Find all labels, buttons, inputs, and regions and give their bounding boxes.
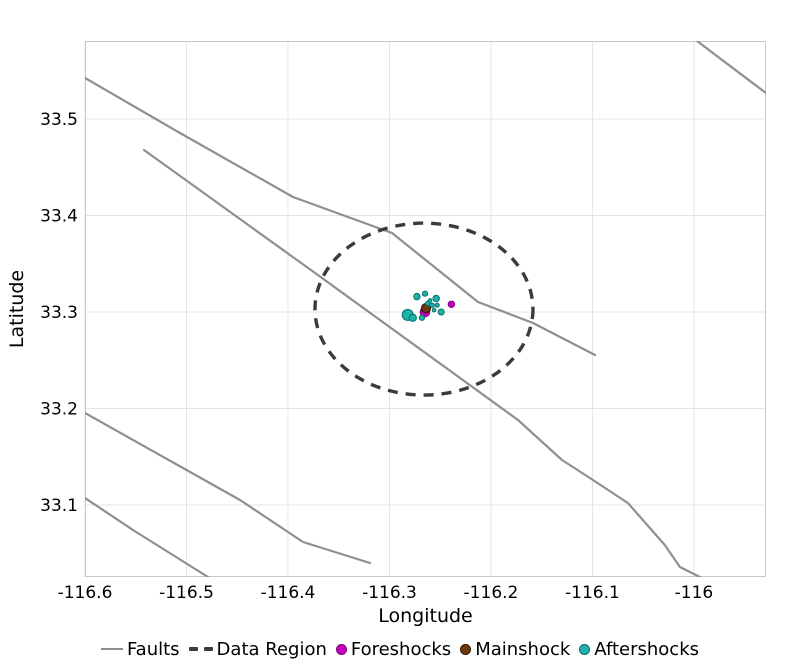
- legend-label-aftershocks: Aftershocks: [594, 638, 700, 660]
- aftershock-point: [418, 314, 425, 321]
- aftershock-point: [427, 298, 433, 303]
- x-tick-label: -116.5: [159, 583, 214, 603]
- legend-item-data-region: Data Region: [188, 638, 327, 660]
- legend-label-mainshock: Mainshock: [475, 638, 571, 660]
- x-tick-label: -116.2: [464, 583, 519, 603]
- legend-item-mainshock: Mainshock: [460, 639, 570, 660]
- y-tick-label: 33.4: [40, 206, 78, 226]
- legend-item-aftershocks: Aftershocks: [579, 639, 699, 660]
- legend-label-faults: Faults: [126, 638, 180, 660]
- legend-item-faults: Faults: [100, 638, 180, 660]
- plot-canvas: -116.6 -116.5 -116.4 -116.3 -116.2 -116.1 -116…: [40, 41, 766, 603]
- aftershock-point: [437, 308, 445, 316]
- fault-line: [85, 76, 597, 357]
- y-tick-label: 33.2: [40, 399, 78, 419]
- fault-line: [142, 148, 702, 577]
- y-tick-label: 33.3: [40, 303, 78, 323]
- plot-legend: Faults Data Region Foreshocks Mainshock …: [0, 636, 800, 662]
- mainshock-dot-swatch: [460, 643, 472, 655]
- x-tick-label: -116.1: [565, 583, 620, 603]
- legend-label-foreshocks: Foreshocks: [350, 638, 452, 660]
- x-tick-label: -116.6: [58, 583, 113, 603]
- aftershock-point: [429, 302, 435, 308]
- y-tick-label: 33.1: [40, 496, 78, 516]
- y-axis-title: Latitude: [6, 269, 28, 349]
- data-region-circle: [313, 221, 535, 397]
- aftershock-point: [434, 302, 440, 308]
- aftershock-point: [432, 294, 440, 303]
- aftershock-point: [408, 313, 417, 322]
- aftershock-point: [431, 307, 437, 313]
- foreshock-point: [447, 300, 456, 308]
- x-tick-label: -116: [675, 583, 714, 603]
- legend-label-data-region: Data Region: [216, 638, 327, 660]
- x-tick-label: -116.4: [261, 583, 316, 603]
- plot-frame: [85, 41, 766, 577]
- y-tick-label: 33.5: [40, 110, 78, 130]
- aftershocks-dot-swatch: [579, 643, 591, 655]
- aftershock-point: [413, 292, 421, 301]
- fault-line: [85, 411, 372, 565]
- aftershock-point: [421, 290, 429, 297]
- faults-line-swatch: [100, 647, 123, 651]
- legend-item-foreshocks: Foreshocks: [335, 638, 452, 660]
- foreshocks-dot-swatch: [335, 643, 347, 655]
- x-axis-title: Longitude: [378, 605, 473, 627]
- x-tick-label: -116.3: [362, 583, 417, 603]
- fault-line: [85, 496, 210, 577]
- data-region-dash-swatch: [188, 647, 213, 651]
- fault-line: [695, 41, 766, 95]
